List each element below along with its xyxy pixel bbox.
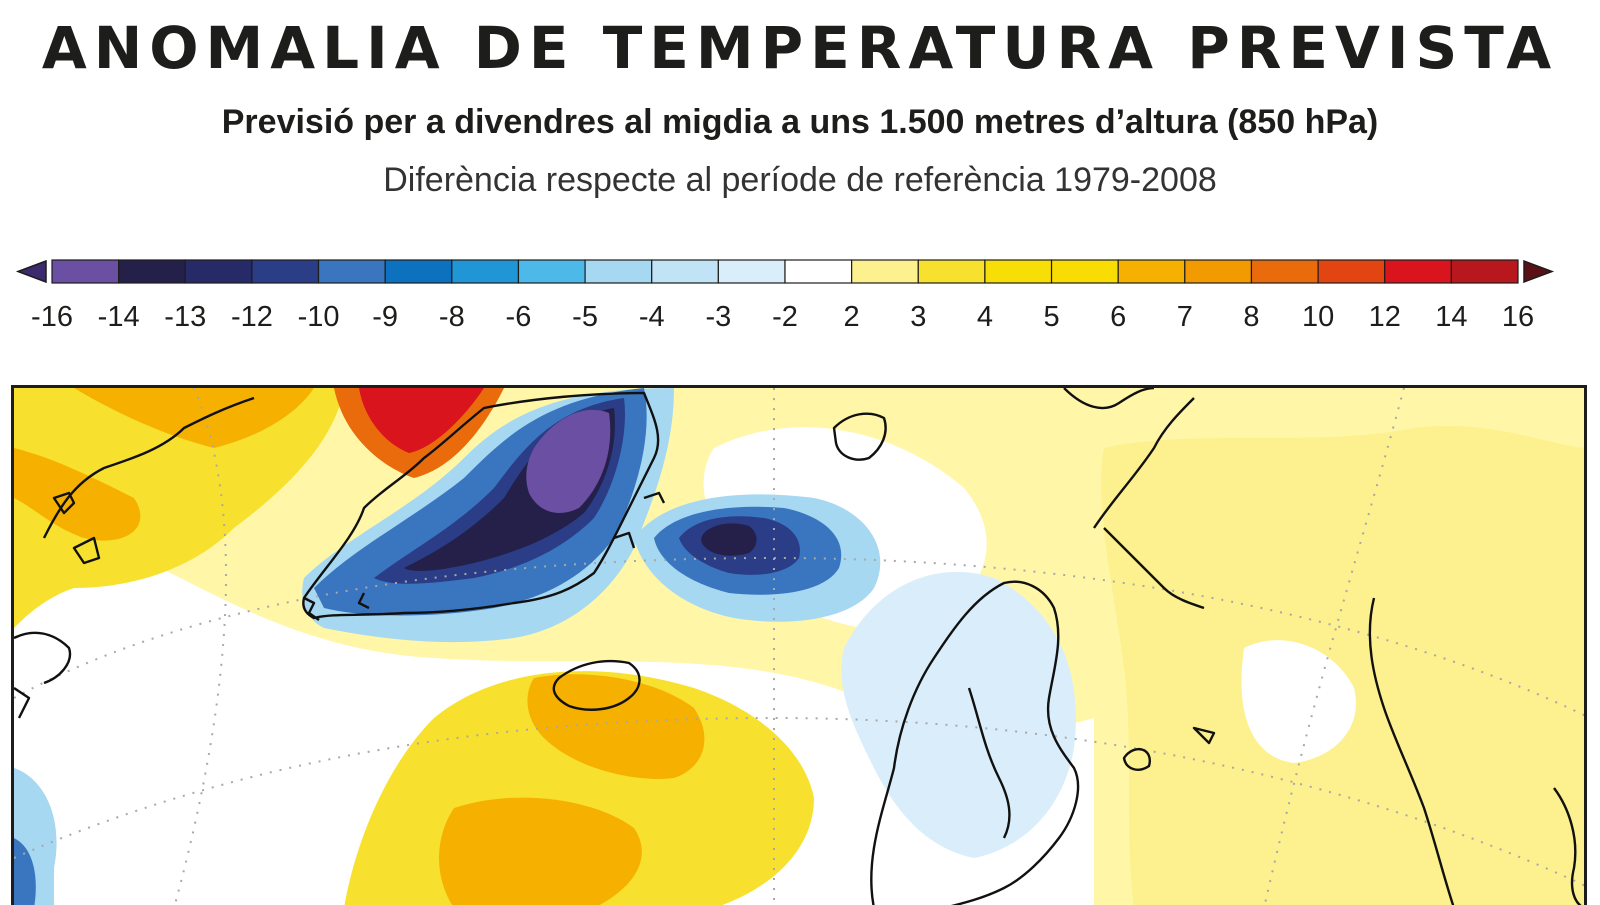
ural-coast [1368,597,1455,905]
legend-swatch [384,259,453,284]
legend-swatch [1117,259,1186,284]
legend-swatch [251,259,320,284]
legend-tick-label: -9 [372,301,399,333]
legend-tick-label: 3 [910,301,927,333]
legend-swatch [851,259,919,284]
legend-tick-label: 6 [1110,301,1127,333]
subtitle: Previsió per a divendres al migdia a uns… [221,103,1379,141]
legend-swatch [717,259,786,284]
legend-tick-label: 7 [1176,301,1193,333]
legend-tick-label: 10 [1301,301,1335,333]
cold-anomaly-southwest [14,838,36,905]
warm-anomaly-canada [14,388,344,628]
legend-tick-label: 5 [1043,301,1060,333]
greenland-coast [302,391,660,620]
legend-bar [15,259,1555,284]
legend-swatch [784,259,853,284]
legend-tick-label: 2 [843,301,860,333]
legend-swatch [451,259,520,284]
legend-swatch [1384,259,1452,284]
legend-swatch [1050,259,1119,284]
novaya-zemlya-coast [1063,388,1155,410]
reference-period-note: Diferència respecte al període de referè… [383,161,1217,199]
map-canvas [14,388,1584,905]
legend-under-arrow [15,259,47,284]
legend-tick-label: -6 [505,301,532,333]
legend-tick-label: 16 [1501,301,1535,333]
legend-tick-label: -8 [438,301,465,333]
legend-swatch [184,259,253,284]
russia-coast [1093,397,1205,610]
svalbard-coast [832,412,887,461]
inland-lakes [1122,726,1216,771]
legend-tick-label: -12 [230,301,273,333]
legend-tick-label: -3 [705,301,732,333]
temperature-anomaly-map[interactable] [11,385,1587,905]
legend-tick-label: 8 [1243,301,1260,333]
warm-anomaly-south [439,797,642,905]
cool-anomaly-scandinavia [841,571,1076,858]
legend-swatch [1184,259,1253,284]
scandinavia-coast [870,580,1080,905]
legend-tick-label: 12 [1368,301,1401,333]
color-legend: -16 -14 -13 -12 -10 -9 -8 -6 -5 -4 -3 -2 2 3 4 5 6 7 8 10 12… [0,255,1600,335]
legend-swatch [1450,259,1519,284]
legend-swatch [651,259,719,284]
legend-swatch [1250,259,1319,284]
cold-anomaly-core [526,409,611,513]
cold-anomaly-east-core [701,523,757,556]
legend-swatch [51,259,120,284]
orange-anomaly-canada [14,448,141,541]
baffin-coast [14,631,72,719]
gulf-of-bothnia-coast [967,687,1011,839]
legend-tick-label: 14 [1435,301,1468,333]
legend-swatch [984,259,1053,284]
legend-tick-label: -10 [297,301,340,333]
legend-tick-label: -4 [638,301,665,333]
legend-tick-label: 4 [976,301,993,333]
legend-swatch [517,259,586,284]
legend-tick-label: -14 [97,301,140,333]
legend-swatch [317,259,386,284]
legend-swatch [917,259,986,284]
greenland-fjords [303,491,666,621]
graticule [14,388,1584,905]
hot-anomaly-core [359,388,484,453]
neutral-pocket-russia [1241,640,1356,763]
warm-anomaly-iceland [527,674,705,779]
coastlines [14,388,1582,905]
legend-over-arrow [1523,259,1555,284]
legend-tick-label: -2 [772,301,798,333]
page-title: ANOMALIA DE TEMPERATURA PREVISTA [41,14,1559,82]
legend-swatch [1317,259,1386,284]
canadian-arctic-coast [42,396,255,565]
legend-tick-label: -16 [31,301,73,333]
warm-anomaly-russia [1101,425,1584,905]
legend-swatch [584,259,653,284]
legend-tick-label: -5 [572,301,598,333]
legend-tick-label: -13 [164,301,207,333]
legend-swatch [118,259,186,284]
orange-anomaly-arctic [74,388,314,448]
iceland-coast [552,659,641,711]
